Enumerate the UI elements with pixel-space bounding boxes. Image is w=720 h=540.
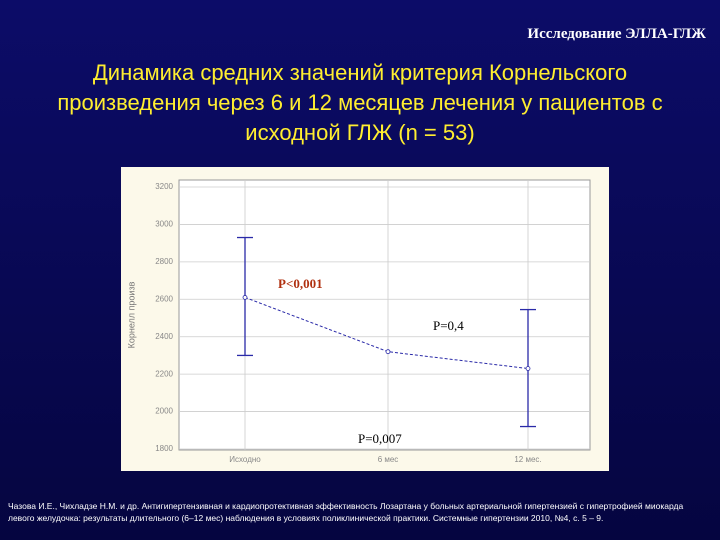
y-tick-label: 2000 [155, 407, 173, 416]
slide-title: Динамика средних значений критерия Корне… [57, 60, 663, 145]
point [385, 349, 391, 355]
y-tick-label: 3000 [155, 220, 173, 229]
y-tick-label: 1800 [155, 444, 173, 453]
y-axis-label: Корнелл произв [126, 281, 136, 348]
point [525, 366, 531, 371]
annotation: P=0,007 [358, 431, 402, 446]
annotation: P=0,4 [433, 318, 464, 333]
x-tick-label: 6 мес [378, 455, 399, 464]
y-tick-label: 2600 [155, 294, 173, 303]
point [242, 295, 248, 300]
y-tick-label: 3200 [155, 182, 173, 191]
x-tick-label: Исходно [229, 455, 261, 464]
header: Исследование ЭЛЛА-ГЛЖ [527, 26, 706, 42]
annotation: P<0,001 [278, 276, 323, 291]
footnote: Чазова И.Е., Чихладзе Н.М. и др. Антигип… [8, 501, 684, 523]
x-tick-label: 12 мес. [514, 455, 541, 464]
y-tick-label: 2200 [155, 369, 173, 378]
y-tick-label: 2800 [155, 257, 173, 266]
plot-area [178, 179, 591, 451]
y-tick-label: 2400 [155, 332, 173, 341]
